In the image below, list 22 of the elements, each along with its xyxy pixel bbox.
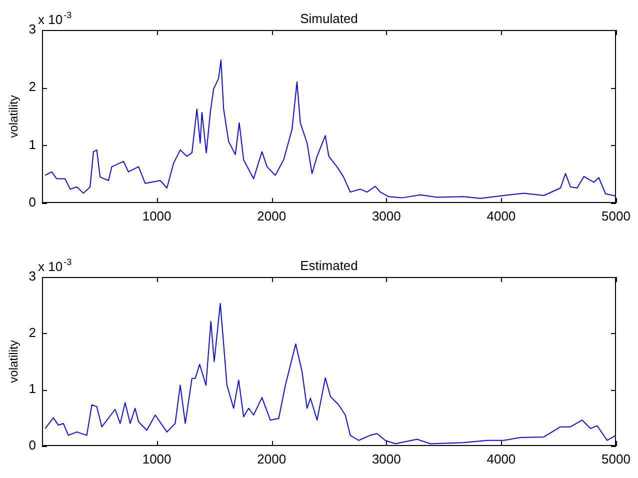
x-tick-label: 5000 bbox=[602, 451, 630, 466]
y-tick-label: 1 bbox=[28, 136, 36, 152]
x-tick-label: 4000 bbox=[486, 208, 516, 224]
x-tick-label: 3000 bbox=[372, 451, 401, 466]
y-tick-label: 2 bbox=[28, 79, 36, 94]
x-tick-label: 3000 bbox=[372, 208, 401, 224]
x-tick-label: 5000 bbox=[602, 208, 630, 224]
y-tick-label: 0 bbox=[28, 194, 36, 210]
chart-title: Simulated bbox=[300, 11, 358, 26]
y-axis-title: volatility bbox=[6, 340, 20, 383]
x-tick-label: 2000 bbox=[257, 451, 286, 466]
x-tick-label: 2000 bbox=[257, 208, 286, 224]
x-tick-label: 1000 bbox=[142, 208, 172, 224]
x-tick-label: 1000 bbox=[142, 451, 172, 466]
y-tick-label: 0 bbox=[28, 438, 36, 453]
x-tick-label: 4000 bbox=[486, 451, 516, 466]
chart-title: Estimated bbox=[300, 258, 358, 274]
y-tick-label: 3 bbox=[28, 22, 36, 37]
y-axis-title: volatility bbox=[6, 95, 20, 138]
y-tick-label: 1 bbox=[28, 381, 36, 396]
y-tick-label: 2 bbox=[28, 324, 36, 340]
y-tick-label: 3 bbox=[28, 268, 36, 284]
